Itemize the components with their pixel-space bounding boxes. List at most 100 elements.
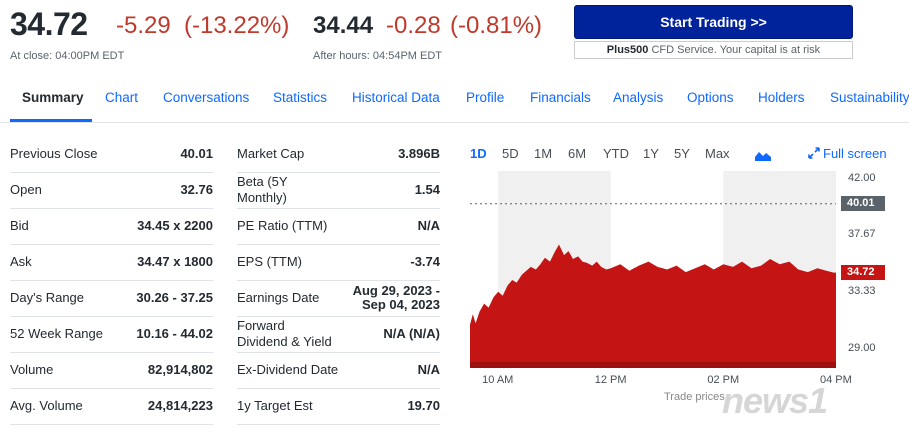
tab-profile[interactable]: Profile [466,90,505,105]
tab-sustainability[interactable]: Sustainability [830,90,909,105]
range-5d[interactable]: 5D [502,146,519,161]
y-tick-label: 42.00 [848,171,876,184]
stat-row: Previous Close 40.01 [10,136,213,173]
stat-label: Avg. Volume [10,398,83,413]
active-tab-indicator [10,119,92,122]
stat-row: 52 Week Range 10.16 - 44.02 [10,316,213,353]
range-max[interactable]: Max [705,146,730,161]
current-price: 34.72 [10,6,88,42]
stat-value: N/A (N/A) [383,326,440,341]
volume-strip [470,362,836,368]
stat-row: Forward Dividend & Yield N/A (N/A) [237,316,440,353]
stat-label: Earnings Date [237,290,320,305]
stat-label: Ask [10,254,32,269]
x-tick-label: 04 PM [820,374,852,386]
stat-row: Avg. Volume 24,814,223 [10,388,213,425]
cfd-text: CFD Service. Your capital is at risk [648,44,821,56]
after-hours-change: -0.28 [386,12,441,39]
after-hours-price: 34.44 [313,12,374,39]
stat-label: Volume [10,362,54,377]
after-hours-change-percent: (-0.81%) [450,12,543,39]
stat-label: Open [10,182,42,197]
stat-label: PE Ratio (TTM) [237,218,328,233]
stat-label: Ex-Dividend Date [237,362,339,377]
expand-icon [808,147,820,159]
stat-value: 19.70 [407,398,440,413]
x-tick-label: 12 PM [594,374,627,386]
stat-label: 1y Target Est [237,398,313,413]
tab-options[interactable]: Options [687,90,734,105]
stat-label: Previous Close [10,146,98,161]
previous-close-tag: 40.01 [841,195,885,211]
stat-row: Ex-Dividend Date N/A [237,352,440,389]
stat-value: N/A [417,218,440,233]
y-tick-label: 33.33 [848,285,876,298]
stat-value: 82,914,802 [147,362,213,377]
tab-historical-data[interactable]: Historical Data [352,90,440,105]
price-change-percent: (-13.22%) [184,12,290,39]
tab-statistics[interactable]: Statistics [273,90,328,105]
stat-row: Volume 82,914,802 [10,352,213,389]
mountain-chart-icon[interactable] [755,148,771,166]
tab-summary[interactable]: Summary [22,90,84,105]
stat-row: Day's Range 30.26 - 37.25 [10,280,213,317]
stat-label: Bid [10,218,29,233]
start-trading-button[interactable]: Start Trading >> [574,5,853,39]
stat-row: Market Cap 3.896B [237,136,440,173]
watermark-logo: news1 [722,380,828,421]
y-tick-label: 29.00 [848,342,876,355]
stat-value: 40.01 [180,146,213,161]
stat-value: Aug 29, 2023 - Sep 04, 2023 [352,283,440,312]
stat-label: Beta (5Y Monthly) [237,174,288,205]
stat-row: Bid 34.45 x 2200 [10,208,213,245]
stat-row: Open 32.76 [10,172,213,209]
stat-value: 30.26 - 37.25 [136,290,213,305]
range-1d[interactable]: 1D [470,146,487,161]
stat-label: 52 Week Range [10,326,103,341]
quote-nav-tabs: Summary Chart Conversations Statistics H… [0,82,909,123]
stat-value: 32.76 [180,182,213,197]
stat-value: 1.54 [414,182,440,197]
price-area-series [470,244,836,368]
stat-label: Day's Range [10,290,85,305]
tab-chart[interactable]: Chart [105,90,139,105]
stat-row: EPS (TTM) -3.74 [237,244,440,281]
cfd-brand: Plus500 [606,44,649,56]
price-change: -5.29 [116,12,171,39]
cfd-disclaimer[interactable]: Plus500 CFD Service. Your capital is at … [574,41,853,59]
x-tick-label: 02 PM [707,374,740,386]
stat-value: 3.896B [398,146,440,161]
tab-holders[interactable]: Holders [758,90,805,105]
full-screen-label: Full screen [823,146,887,161]
full-screen-button[interactable]: Full screen [808,146,887,161]
stat-row: PE Ratio (TTM) N/A [237,208,440,245]
last-price-tag: 34.72 [841,265,885,281]
after-hours-label: After hours: 04:54PM EDT [313,50,442,62]
tab-financials[interactable]: Financials [530,90,591,105]
stat-label: Forward Dividend & Yield [237,318,332,349]
stat-value: 34.47 x 1800 [137,254,213,269]
tab-conversations[interactable]: Conversations [163,90,250,105]
stat-value: -3.74 [410,254,440,269]
price-chart[interactable] [470,171,836,368]
range-6m[interactable]: 6M [568,146,587,161]
stat-row: Earnings Date Aug 29, 2023 - Sep 04, 2023 [237,280,440,317]
chart-footer-note: Trade prices [664,391,725,403]
stat-value: 34.45 x 2200 [137,218,213,233]
stat-row: Ask 34.47 x 1800 [10,244,213,281]
tab-analysis[interactable]: Analysis [613,90,664,105]
stat-label: EPS (TTM) [237,254,302,269]
stat-row: 1y Target Est 19.70 [237,388,440,425]
range-ytd[interactable]: YTD [603,146,629,161]
x-tick-label: 10 AM [482,374,514,386]
stat-label: Market Cap [237,146,305,161]
stat-row: Beta (5Y Monthly) 1.54 [237,172,440,209]
stat-value: 10.16 - 44.02 [136,326,213,341]
range-1m[interactable]: 1M [534,146,553,161]
stat-value: N/A [417,362,440,377]
stat-value: 24,814,223 [147,398,213,413]
close-time-label: At close: 04:00PM EDT [10,50,125,62]
range-5y[interactable]: 5Y [674,146,690,161]
range-1y[interactable]: 1Y [643,146,659,161]
y-tick-label: 37.67 [848,228,876,241]
